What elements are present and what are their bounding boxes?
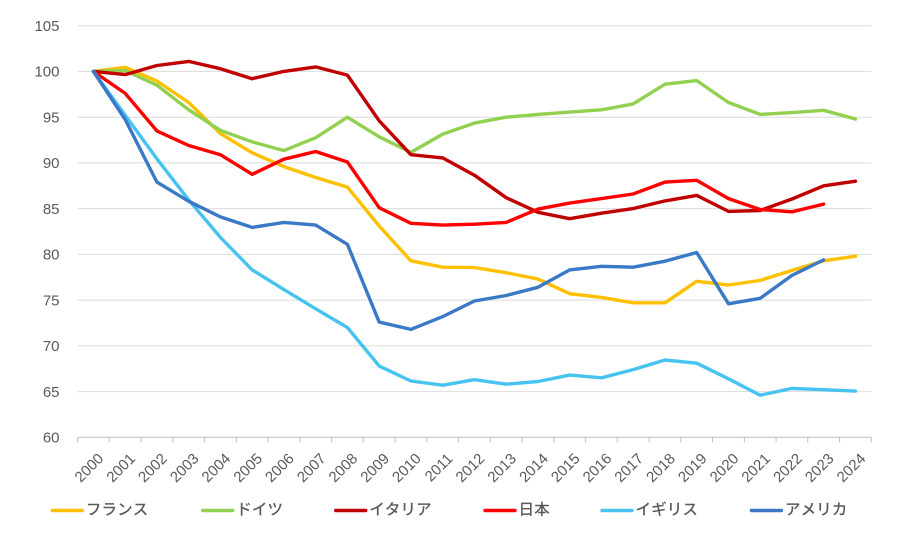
svg-text:65: 65 <box>43 384 60 401</box>
svg-text:100: 100 <box>34 64 59 81</box>
svg-text:85: 85 <box>43 201 60 218</box>
svg-text:80: 80 <box>43 247 60 264</box>
svg-text:60: 60 <box>43 430 60 447</box>
svg-text:70: 70 <box>43 338 60 355</box>
svg-text:105: 105 <box>34 18 59 35</box>
svg-text:90: 90 <box>43 155 60 172</box>
svg-text:95: 95 <box>43 110 60 127</box>
svg-text:75: 75 <box>43 292 60 309</box>
